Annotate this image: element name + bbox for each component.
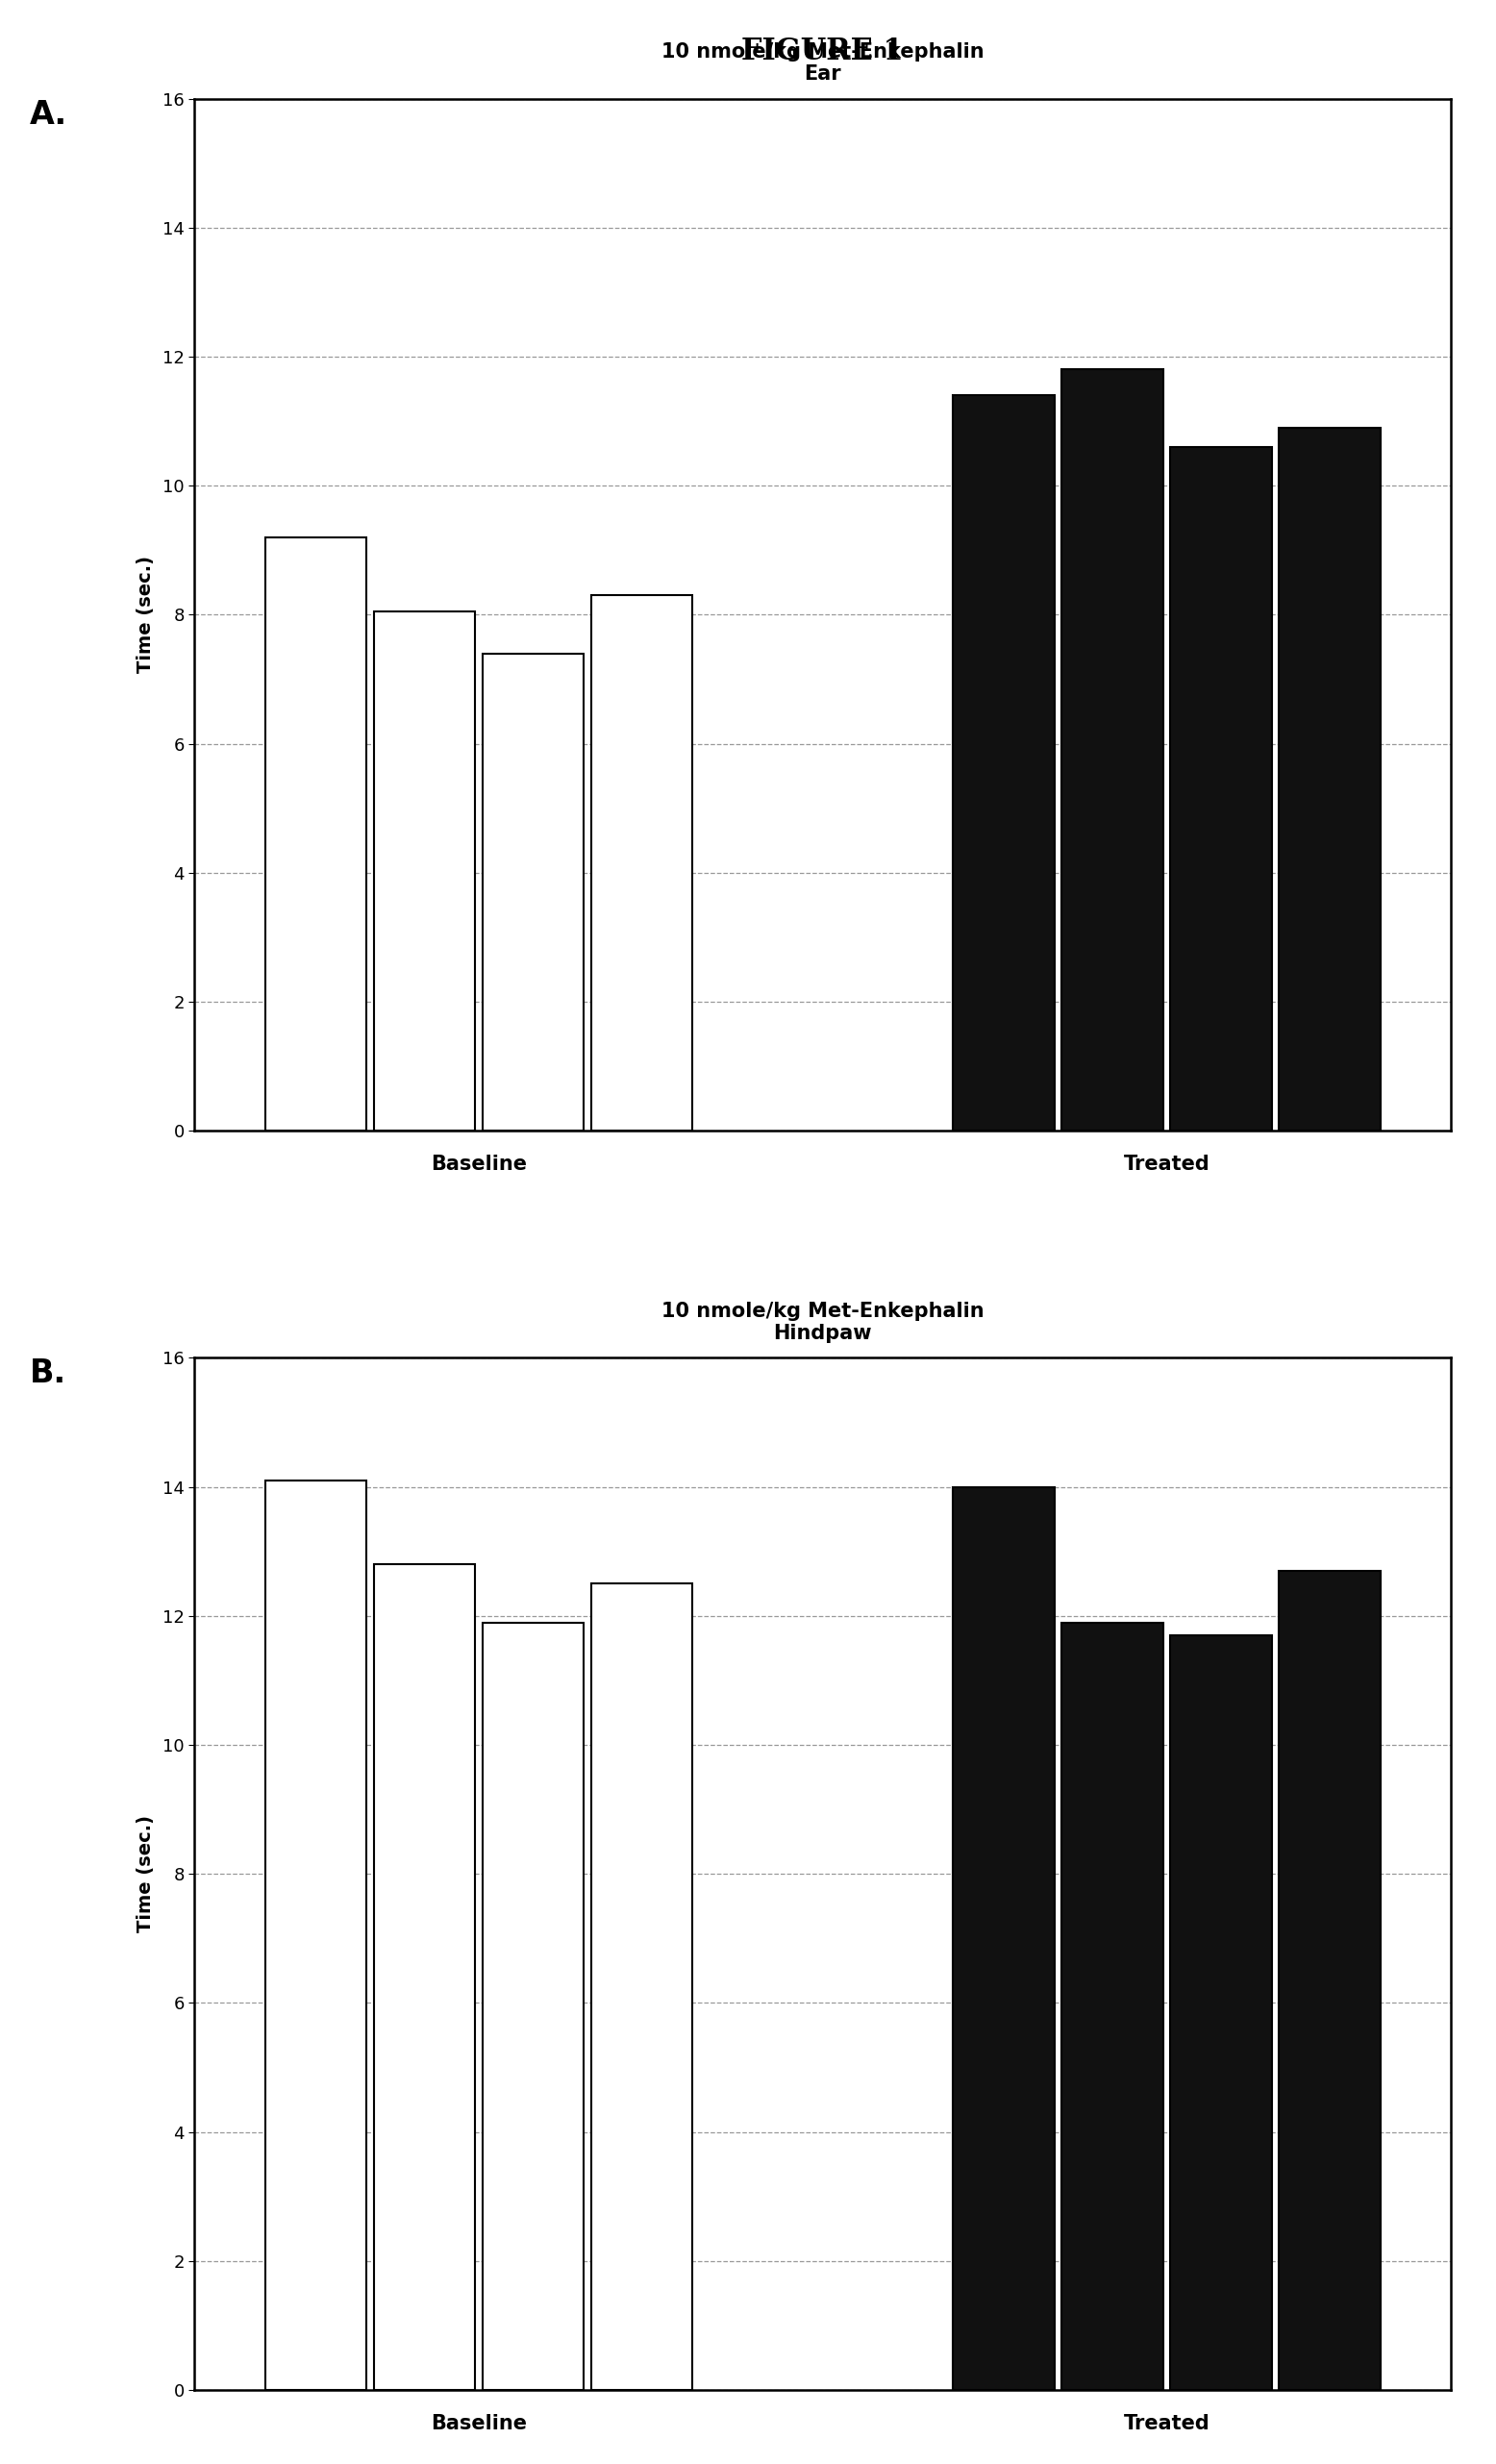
Bar [374, 1565, 476, 2390]
Y-axis label: Time (sec.): Time (sec.) [136, 557, 154, 673]
Bar [591, 1584, 693, 2390]
Text: Treated: Treated [1123, 1156, 1210, 1173]
Bar [953, 394, 1055, 1131]
Bar [591, 596, 693, 1131]
Title: 10 nmole/kg Met-Enkephalin
Hindpaw: 10 nmole/kg Met-Enkephalin Hindpaw [661, 1301, 984, 1343]
Text: FIGURE 1: FIGURE 1 [742, 37, 904, 67]
Text: A.: A. [30, 99, 67, 131]
Bar [1062, 1621, 1162, 2390]
Text: Baseline: Baseline [431, 2415, 527, 2434]
Bar [1279, 1570, 1381, 2390]
Bar [265, 537, 367, 1131]
Text: Treated: Treated [1123, 2415, 1210, 2434]
Bar [953, 1486, 1055, 2390]
Bar [1170, 1636, 1272, 2390]
Bar [1279, 429, 1381, 1131]
Bar [1062, 370, 1162, 1131]
Y-axis label: Time (sec.): Time (sec.) [136, 1816, 154, 1932]
Title: 10 nmole/kg Met-Enkephalin
Ear: 10 nmole/kg Met-Enkephalin Ear [661, 42, 984, 84]
Bar [265, 1481, 367, 2390]
Bar [483, 1621, 583, 2390]
Bar [374, 611, 476, 1131]
Text: B.: B. [30, 1358, 67, 1390]
Bar [483, 653, 583, 1131]
Text: Baseline: Baseline [431, 1156, 527, 1173]
Bar [1170, 446, 1272, 1131]
